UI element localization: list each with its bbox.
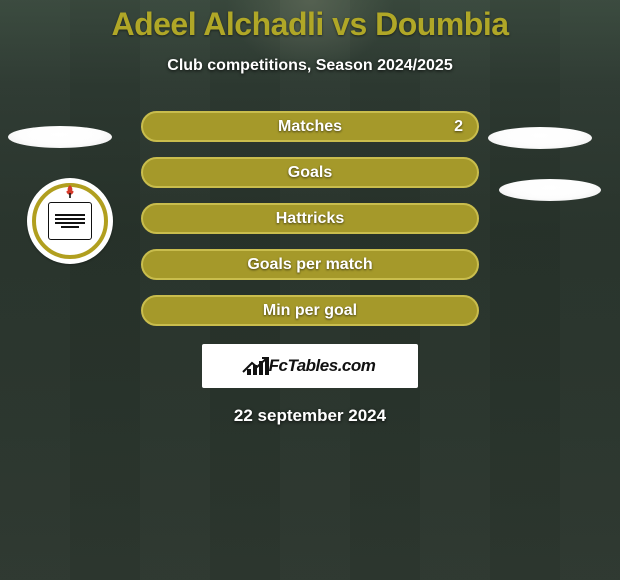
- content-root: Adeel Alchadli vs Doumbia Club competiti…: [0, 0, 620, 426]
- watermark-logo-icon: [245, 357, 267, 375]
- stat-bar: Goals per match: [141, 249, 479, 280]
- right-ellipse: [499, 179, 601, 201]
- stat-bar: Matches 2: [141, 111, 479, 142]
- crest-book-icon: [48, 202, 92, 240]
- stat-bar: Hattricks: [141, 203, 479, 234]
- right-ellipse: [488, 127, 592, 149]
- stat-bar-label: Hattricks: [276, 210, 344, 228]
- stat-bar-label: Goals: [288, 164, 332, 182]
- left-ellipse: [8, 126, 112, 148]
- team-crest: [27, 178, 113, 264]
- stat-bar: Goals: [141, 157, 479, 188]
- stat-bar-label: Min per goal: [263, 302, 357, 320]
- stat-bar-label: Goals per match: [247, 256, 372, 274]
- stat-bar-value: 2: [454, 118, 463, 136]
- crest-torch-icon: [65, 185, 75, 199]
- stat-bar: Min per goal: [141, 295, 479, 326]
- stat-bar-label: Matches: [278, 118, 342, 136]
- crest-ring: [32, 183, 108, 259]
